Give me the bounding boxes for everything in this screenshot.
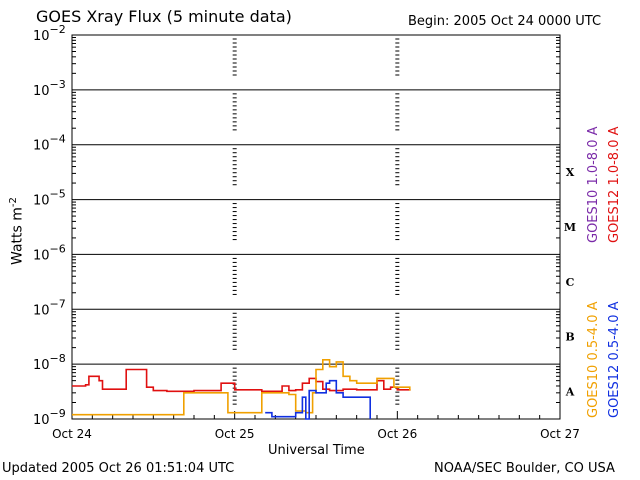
chart-title: GOES Xray Flux (5 minute data) [36, 7, 292, 26]
updated-timestamp: Updated 2005 Oct 26 01:51:04 UTC [2, 461, 235, 476]
x-axis-title: Universal Time [268, 443, 365, 458]
y-axis-title-text: Watts m [9, 207, 26, 265]
begin-time-label: Begin: 2005 Oct 24 0000 UTC [408, 14, 602, 29]
y-tick-base: 10 [33, 358, 50, 373]
legend-goes12-short-text: GOES12 0.5-4.0 A [607, 301, 622, 418]
legend-goes10-short-text: GOES10 0.5-4.0 A [586, 301, 601, 418]
y-tick-base: 10 [33, 29, 50, 44]
y-tick-label: 10−4 [33, 133, 66, 154]
plot-area [71, 34, 561, 420]
y-axis-title-exponent: -2 [8, 197, 19, 208]
y-tick-base: 10 [33, 303, 50, 318]
x-tick-label: Oct 27 [540, 427, 580, 441]
legend-goes12-long-text: GOES12 1.0-8.0 A [607, 126, 622, 243]
y-tick-label: 10−6 [33, 242, 66, 263]
legend-goes12-short: GOES12 0.5-4.0 A [607, 301, 622, 418]
y-tick-base: 10 [33, 84, 50, 99]
y-tick-base: 10 [33, 194, 50, 209]
y-tick-exponent: −4 [50, 133, 66, 146]
y-tick-base: 10 [33, 413, 50, 428]
y-tick-exponent: −6 [50, 242, 66, 255]
flare-class-label-x: X [566, 166, 575, 179]
series-goes12-0-5-4-0-a [265, 379, 372, 420]
y-tick-label: 10−8 [33, 352, 66, 373]
y-tick-base: 10 [33, 248, 50, 263]
flare-class-label-m: M [564, 221, 576, 234]
y-tick-exponent: −9 [50, 407, 66, 420]
x-tick-label: Oct 24 [52, 427, 92, 441]
y-tick-base: 10 [33, 139, 50, 154]
credit-label: NOAA/SEC Boulder, CO USA [434, 461, 615, 476]
y-tick-label: 10−2 [33, 23, 66, 44]
y-tick-exponent: −7 [50, 297, 66, 310]
y-tick-exponent: −5 [50, 188, 66, 201]
y-tick-exponent: −2 [50, 23, 66, 36]
y-tick-label: 10−9 [33, 407, 66, 428]
x-tick-label: Oct 25 [215, 427, 255, 441]
legend-goes10-short: GOES10 0.5-4.0 A [586, 301, 601, 418]
legend-goes10-long-text: GOES10 1.0-8.0 A [586, 126, 601, 243]
series-goes12-1-0-8-0-a [72, 368, 411, 393]
y-tick-label: 10−7 [33, 297, 66, 318]
y-tick-label: 10−3 [33, 78, 66, 99]
y-tick-label: 10−5 [33, 188, 66, 209]
flare-class-label-a: A [565, 386, 575, 399]
legend-goes12-long: GOES12 1.0-8.0 A [607, 126, 622, 243]
y-tick-exponent: −3 [50, 78, 66, 91]
legend-goes10-long: GOES10 1.0-8.0 A [586, 126, 601, 243]
flare-class-label-c: C [566, 276, 575, 289]
flare-class-label-b: B [565, 331, 574, 344]
y-axis-title: Watts m-2 [8, 197, 26, 265]
y-tick-exponent: −8 [50, 352, 66, 365]
x-tick-label: Oct 26 [377, 427, 417, 441]
